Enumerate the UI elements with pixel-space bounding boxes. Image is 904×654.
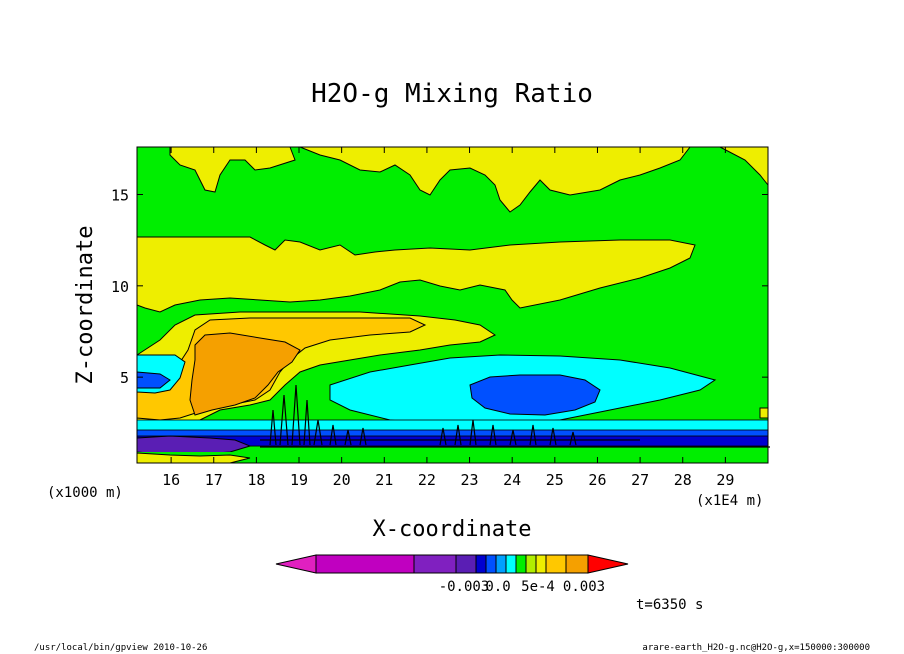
x-tick-label-29: 29 xyxy=(716,471,734,489)
colorbar-seg-yellowgreen xyxy=(525,554,537,574)
y-unit-label: (x1000 m) xyxy=(47,485,123,501)
y-tick-label-15: 15 xyxy=(111,186,129,204)
colorbar-seg-magenta xyxy=(315,554,415,574)
x-tick-label-18: 18 xyxy=(247,471,265,489)
colorbar-seg-cyan xyxy=(505,554,517,574)
x-tick-label-27: 27 xyxy=(631,471,649,489)
x-unit-label: (x1E4 m) xyxy=(696,493,763,509)
y-axis: 5 10 15 xyxy=(111,186,768,387)
x-tick-label-25: 25 xyxy=(546,471,564,489)
colorbar-right-arrow xyxy=(587,554,629,574)
time-label: t=6350 s xyxy=(636,597,703,613)
x-tick-label-19: 19 xyxy=(290,471,308,489)
x-axis: 16 17 18 19 20 21 22 23 24 25 26 27 28 29 xyxy=(162,147,734,489)
contour-yellow-top xyxy=(169,146,296,193)
colorbar-label-2: 0.0 xyxy=(485,579,510,595)
colorbar-seg-blue xyxy=(485,554,497,574)
footer-left: /usr/local/bin/gpview 2010-10-26 xyxy=(34,643,207,653)
contour-yellow-right-edge xyxy=(759,407,769,419)
colorbar-seg-green xyxy=(515,554,527,574)
colorbar: -0.003 0.0 5e-4 0.003 xyxy=(275,554,629,595)
colorbar-seg-lightblue xyxy=(495,554,507,574)
x-tick-label-22: 22 xyxy=(418,471,436,489)
colorbar-seg-yellow xyxy=(535,554,547,574)
x-tick-label-23: 23 xyxy=(461,471,479,489)
x-tick-label-16: 16 xyxy=(162,471,180,489)
contour-yellow-top2 xyxy=(299,146,692,213)
footer-right: arare-earth_H2O-g.nc@H2O-g,x=150000:3000… xyxy=(642,643,870,653)
x-tick-label-17: 17 xyxy=(205,471,223,489)
colorbar-seg-lightorange xyxy=(545,554,567,574)
x-tick-label-24: 24 xyxy=(503,471,521,489)
turbulence-strokes xyxy=(260,384,770,448)
plot-area xyxy=(136,146,770,464)
colorbar-label-3: 5e-4 xyxy=(521,579,555,595)
x-tick-label-21: 21 xyxy=(375,471,393,489)
contour-blue-lens xyxy=(469,374,601,416)
colorbar-seg-deepblue xyxy=(475,554,487,574)
contour-yellow-mid xyxy=(136,236,696,313)
y-axis-label: Z-coordinate xyxy=(73,226,98,385)
x-tick-label-26: 26 xyxy=(588,471,606,489)
contour-orange xyxy=(189,332,301,416)
y-tick-label-10: 10 xyxy=(111,278,129,296)
contour-green-bottom xyxy=(137,452,768,463)
plot-frame xyxy=(136,146,769,464)
x-axis-label: X-coordinate xyxy=(373,517,532,542)
y-tick-label-5: 5 xyxy=(120,369,129,387)
chart-title: H2O-g Mixing Ratio xyxy=(311,79,593,109)
colorbar-seg-orange xyxy=(565,554,589,574)
colorbar-seg-purple xyxy=(455,554,477,574)
colorbar-label-1: -0.003 xyxy=(439,579,490,595)
colorbar-label-4: 0.003 xyxy=(563,579,605,595)
colorbar-left-arrow xyxy=(275,554,317,574)
x-tick-label-28: 28 xyxy=(674,471,692,489)
colorbar-seg-violet xyxy=(413,554,457,574)
x-tick-label-20: 20 xyxy=(333,471,351,489)
